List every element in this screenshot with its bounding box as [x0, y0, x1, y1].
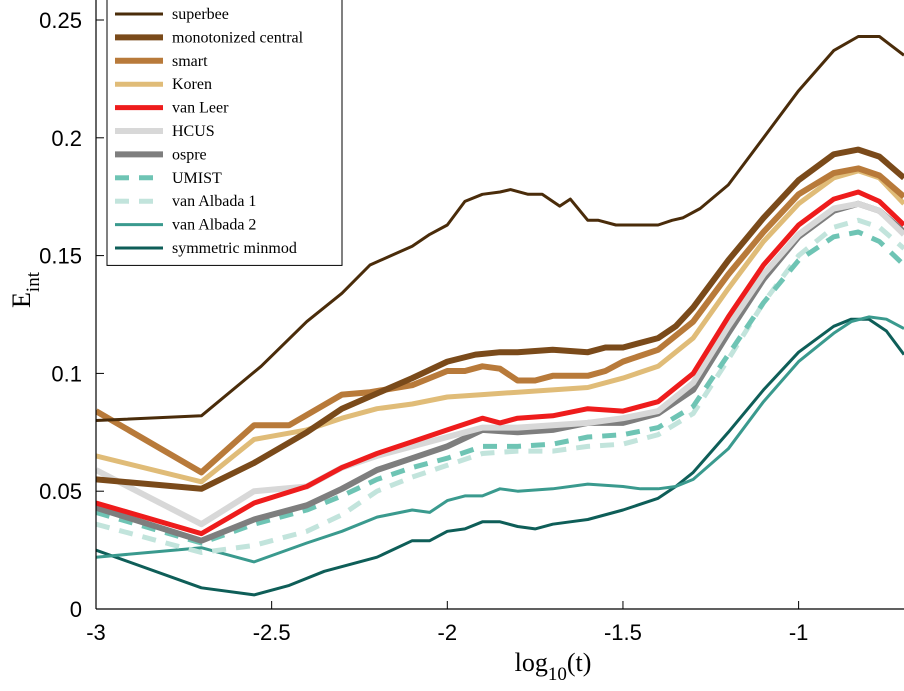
- y-axis-label-main: E: [7, 292, 36, 308]
- x-tick-label: -3: [86, 620, 106, 645]
- y-tick-label: 0.1: [51, 361, 82, 386]
- legend-label: ospre: [172, 146, 207, 163]
- y-axis-label-subscript: int: [23, 271, 44, 292]
- series-line-7: [96, 229, 904, 546]
- axes: -3 -2.5 -2 -1.5 -1 0 0.05 0.1 0.15 0.2 0.25: [39, 0, 904, 645]
- y-tick-label: 0.15: [39, 244, 82, 269]
- x-tick-label: -1.5: [604, 620, 642, 645]
- x-axis-label-main: log: [515, 648, 548, 677]
- series-line-0: [96, 35, 904, 422]
- series-line-4: [96, 189, 904, 537]
- legend-label: van Albada 1: [172, 193, 256, 210]
- y-tick-label: 0.25: [39, 8, 82, 33]
- legend-label: monotonized central: [172, 29, 304, 46]
- x-tick-label: -2: [438, 620, 458, 645]
- legend-label: van Albada 2: [172, 217, 256, 234]
- series-line-1: [96, 146, 904, 492]
- legend-label: UMIST: [172, 170, 222, 187]
- series-line-9: [96, 315, 904, 564]
- series-line-2: [96, 165, 904, 476]
- legend-label: van Leer: [172, 100, 229, 117]
- legend: superbee monotonized central smart Koren van…: [106, 0, 343, 266]
- legend-label: symmetric minmod: [172, 240, 297, 257]
- x-axis-label: log10(t): [515, 648, 592, 685]
- x-tick-label: -2.5: [253, 620, 291, 645]
- plot-lines: [96, 35, 904, 597]
- legend-label: smart: [172, 53, 208, 70]
- legend-label: superbee: [172, 6, 229, 23]
- y-tick-label: 0: [70, 597, 82, 622]
- legend-label: Koren: [172, 76, 212, 93]
- x-axis-label-suffix: (t): [567, 648, 592, 677]
- x-axis-label-subscript: 10: [548, 664, 567, 685]
- series-line-10: [96, 317, 904, 597]
- y-axis-label: Eint: [7, 271, 44, 308]
- legend-label: HCUS: [172, 123, 215, 140]
- y-tick-label: 0.2: [51, 126, 82, 151]
- y-tick-label: 0.05: [39, 479, 82, 504]
- x-tick-label: -1: [789, 620, 809, 645]
- series-line-8: [96, 217, 904, 555]
